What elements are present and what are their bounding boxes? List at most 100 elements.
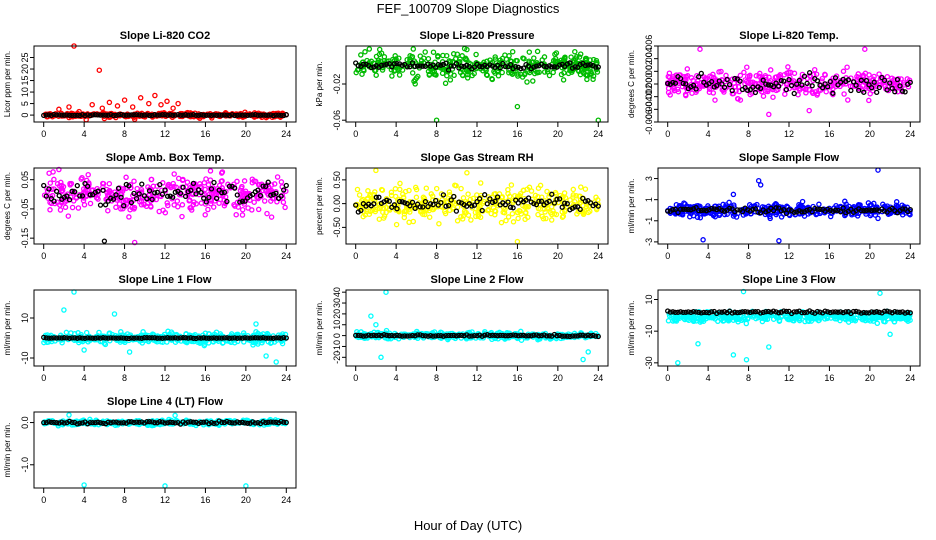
x-tick-label: 12	[472, 251, 482, 261]
data-point	[414, 201, 421, 207]
data-point	[543, 215, 549, 222]
data-point	[164, 112, 171, 118]
y-tick-label: 0.50	[332, 171, 342, 189]
data-point	[439, 70, 446, 77]
data-point	[275, 112, 282, 118]
data-point	[897, 309, 903, 315]
data-point	[856, 309, 862, 315]
data-point	[698, 70, 704, 77]
data-point	[392, 193, 399, 200]
data-point	[226, 112, 233, 119]
data-point	[74, 182, 80, 189]
data-point	[501, 209, 508, 216]
data-point	[550, 208, 556, 214]
data-point	[46, 170, 52, 176]
data-point	[185, 335, 191, 341]
panel-title: Slope Amb. Box Temp.	[106, 152, 225, 164]
plot-frame	[345, 289, 609, 367]
data-point	[745, 87, 751, 94]
data-point	[665, 89, 672, 96]
data-point	[365, 332, 372, 338]
data-point	[152, 335, 158, 341]
data-point	[794, 209, 800, 215]
data-point	[43, 335, 49, 341]
data-point	[149, 196, 155, 203]
data-point	[371, 198, 377, 204]
data-point	[714, 82, 720, 89]
data-point	[683, 312, 689, 319]
data-point	[443, 203, 449, 209]
data-point	[164, 98, 170, 105]
data-point	[239, 335, 246, 341]
data-point	[162, 112, 168, 118]
y-axis-label: kPa per min.	[315, 62, 324, 107]
data-point	[683, 309, 689, 315]
data-point	[82, 335, 88, 341]
data-point	[750, 84, 756, 90]
data-point	[724, 76, 730, 83]
data-point	[242, 335, 248, 341]
data-point	[79, 112, 86, 118]
data-point	[837, 79, 844, 85]
data-point	[412, 205, 418, 212]
data-point	[219, 340, 226, 346]
data-point	[806, 87, 813, 93]
data-point	[51, 419, 57, 426]
data-point	[77, 112, 83, 119]
data-point	[93, 195, 100, 201]
data-point	[96, 67, 103, 73]
data-point	[378, 354, 384, 361]
data-point	[536, 69, 542, 76]
data-point	[515, 209, 521, 216]
data-point	[102, 202, 109, 208]
data-point	[360, 208, 367, 215]
data-point	[809, 209, 815, 215]
data-point	[701, 79, 707, 85]
data-point	[216, 200, 222, 206]
x-tick-label: 0	[353, 373, 358, 383]
data-point	[157, 335, 163, 341]
data-point	[585, 62, 591, 68]
data-point	[62, 204, 69, 211]
x-tick-label: 4	[706, 129, 711, 139]
data-point	[386, 333, 392, 339]
data-point	[824, 314, 830, 320]
data-point	[67, 182, 73, 188]
data-point	[559, 204, 565, 210]
data-point	[760, 309, 766, 316]
data-point	[146, 195, 153, 202]
data-point	[201, 180, 208, 186]
data-point	[825, 84, 831, 90]
data-point	[567, 333, 573, 340]
data-point	[878, 314, 884, 321]
data-point	[74, 335, 80, 341]
x-tick-label: 16	[200, 251, 210, 261]
data-point	[801, 309, 808, 316]
data-point	[466, 333, 472, 339]
data-point	[274, 174, 281, 180]
data-point	[556, 62, 563, 68]
data-point	[691, 314, 698, 321]
data-point	[710, 315, 716, 321]
data-point	[866, 207, 872, 213]
data-point	[582, 186, 589, 192]
data-point	[509, 71, 516, 77]
data-point	[440, 52, 446, 59]
data-point	[278, 193, 284, 199]
data-point	[376, 216, 383, 222]
data-point	[427, 201, 434, 207]
data-point	[170, 194, 176, 200]
data-point	[884, 203, 891, 209]
data-point	[459, 216, 466, 222]
data-point	[279, 340, 286, 347]
x-tick-label: 16	[824, 129, 834, 139]
data-point	[672, 80, 679, 86]
data-point	[224, 335, 230, 341]
data-point	[732, 309, 738, 315]
data-point	[719, 207, 725, 213]
data-point	[766, 111, 772, 118]
data-point	[665, 73, 672, 80]
data-point	[75, 205, 82, 211]
data-point	[46, 112, 52, 118]
data-point	[763, 309, 769, 315]
